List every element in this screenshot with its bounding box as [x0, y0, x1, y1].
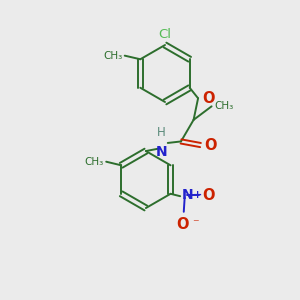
Text: O: O	[202, 91, 215, 106]
Text: CH₃: CH₃	[85, 157, 104, 167]
Text: O: O	[202, 188, 214, 202]
Text: CH₃: CH₃	[103, 51, 122, 61]
Text: O: O	[176, 217, 188, 232]
Text: ⁻: ⁻	[192, 217, 199, 230]
Text: N: N	[156, 145, 168, 159]
Text: H: H	[157, 126, 166, 139]
Text: N: N	[182, 188, 193, 202]
Text: O: O	[204, 137, 217, 152]
Text: +: +	[193, 190, 202, 200]
Text: Cl: Cl	[158, 28, 172, 40]
Text: CH₃: CH₃	[214, 101, 233, 111]
